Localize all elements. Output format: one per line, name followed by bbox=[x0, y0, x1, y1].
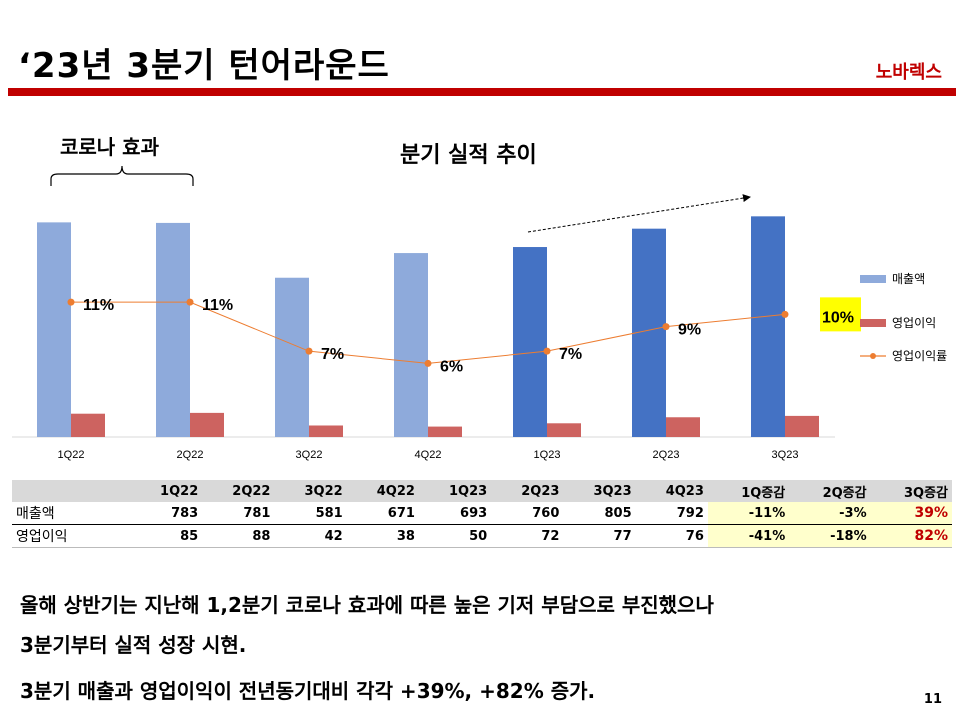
table-cell-change: -41% bbox=[707, 524, 790, 548]
summary-note-1: 올해 상반기는 지난해 1,2분기 코로나 효과에 따른 높은 기저 부담으로 … bbox=[20, 593, 714, 617]
legend-label-op-margin: 영업이익률 bbox=[892, 349, 948, 363]
table-cell: 76 bbox=[635, 524, 708, 548]
op-margin-highlight bbox=[820, 297, 861, 332]
table-cell: 85 bbox=[130, 524, 203, 548]
page-number: 11 bbox=[923, 692, 942, 707]
table-cell-change-highlight: 39% bbox=[870, 502, 952, 525]
brand-logo-text: 노바렉스 bbox=[875, 62, 942, 83]
title-divider bbox=[8, 88, 956, 96]
op-margin-data-label: 6% bbox=[440, 358, 463, 375]
table-row: 영업이익 85 88 42 38 50 72 77 76 -41% -18% 8… bbox=[12, 524, 952, 548]
op-margin-point bbox=[662, 323, 670, 331]
table-cell-change: -11% bbox=[707, 502, 790, 525]
op-profit-bar bbox=[309, 425, 343, 437]
table-header-cell: 4Q22 bbox=[346, 480, 419, 502]
quarterly-chart: 1Q22 2Q22 3Q22 4Q22 1Q23 2Q23 3Q23 11% 11% 7% 6% 7%… bbox=[12, 194, 861, 461]
revenue-bar bbox=[275, 277, 309, 437]
performance-table: 1Q22 2Q22 3Q22 4Q22 1Q23 2Q23 3Q23 4Q23 … bbox=[12, 480, 952, 548]
covid-effect-label: 코로나 효과 bbox=[60, 135, 159, 159]
op-profit-bar bbox=[71, 413, 105, 437]
table-header-cell: 4Q23 bbox=[635, 480, 708, 502]
table-cell-change: -3% bbox=[789, 502, 871, 525]
page-title: ‘23년 3분기 턴어라운드 bbox=[18, 46, 390, 86]
legend-swatch-op-profit bbox=[860, 318, 886, 327]
chart-title: 분기 실적 추이 bbox=[400, 143, 537, 168]
table-cell: 783 bbox=[130, 502, 203, 525]
legend-swatch-op-margin bbox=[860, 352, 886, 359]
op-margin-data-label: 9% bbox=[678, 322, 701, 339]
table-header-cell: 1Q23 bbox=[418, 480, 492, 502]
op-margin-data-label: 7% bbox=[321, 346, 344, 363]
table-header-cell: 3Q23 bbox=[563, 480, 636, 502]
table-cell: 792 bbox=[635, 502, 708, 525]
legend-swatch-revenue bbox=[860, 274, 886, 283]
legend-item-op-profit: 영업이익 bbox=[860, 314, 936, 331]
covid-bracket bbox=[50, 165, 194, 186]
trend-arrow bbox=[527, 194, 751, 233]
table-cell: 72 bbox=[491, 524, 564, 548]
table-header-row: 1Q22 2Q22 3Q22 4Q22 1Q23 2Q23 3Q23 4Q23 … bbox=[12, 480, 952, 502]
op-margin-point bbox=[781, 310, 789, 318]
legend-label-op-profit: 영업이익 bbox=[892, 316, 937, 330]
op-margin-data-label: 10% bbox=[822, 309, 854, 326]
table-cell: 88 bbox=[202, 524, 275, 548]
op-margin-point bbox=[543, 347, 551, 355]
x-tick-label: 3Q23 bbox=[772, 449, 799, 461]
op-margin-data-label: 11% bbox=[202, 297, 233, 314]
legend-item-op-margin: 영업이익률 bbox=[860, 347, 947, 364]
table-header-cell: 2Q22 bbox=[202, 480, 275, 502]
revenue-bar bbox=[37, 222, 71, 437]
table-cell: 805 bbox=[563, 502, 636, 525]
op-profit-bar bbox=[785, 415, 819, 437]
table-cell: 38 bbox=[346, 524, 419, 548]
op-margin-point bbox=[305, 347, 313, 355]
op-profit-bar bbox=[428, 426, 462, 437]
x-tick-label: 1Q23 bbox=[534, 449, 561, 461]
x-tick-label: 2Q23 bbox=[653, 449, 680, 461]
revenue-bar bbox=[513, 247, 547, 437]
table-cell: 50 bbox=[418, 524, 492, 548]
table-cell-change: -18% bbox=[789, 524, 871, 548]
legend-item-revenue: 매출액 bbox=[860, 270, 925, 287]
table-header-cell: 2Q23 bbox=[491, 480, 564, 502]
table-header-cell: 3Q22 bbox=[274, 480, 347, 502]
table-cell: 671 bbox=[346, 502, 419, 525]
op-margin-data-label: 11% bbox=[83, 297, 114, 314]
table-header-cell: 2Q증감 bbox=[789, 480, 871, 502]
op-profit-bar bbox=[190, 412, 224, 437]
table-cell: 581 bbox=[274, 502, 347, 525]
row-label-op-profit: 영업이익 bbox=[12, 524, 130, 548]
revenue-bar bbox=[394, 253, 428, 437]
table-cell: 693 bbox=[418, 502, 492, 525]
op-profit-bar bbox=[547, 423, 581, 437]
table-header-cell: 3Q증감 bbox=[870, 480, 952, 502]
table-cell: 760 bbox=[491, 502, 564, 525]
table-cell-change-highlight: 82% bbox=[870, 524, 952, 548]
revenue-bar bbox=[156, 222, 190, 437]
x-tick-label: 1Q22 bbox=[58, 449, 85, 461]
summary-note-2: 3분기부터 실적 성장 시현. bbox=[20, 633, 247, 657]
x-tick-label: 2Q22 bbox=[177, 449, 204, 461]
op-margin-point bbox=[186, 298, 194, 306]
op-margin-point bbox=[67, 298, 75, 306]
summary-note-3: 3분기 매출과 영업이익이 전년동기대비 각각 +39%, +82% 증가. bbox=[20, 679, 596, 703]
table-header-cell bbox=[12, 480, 130, 502]
op-margin-data-label: 7% bbox=[559, 346, 582, 363]
x-tick-label: 4Q22 bbox=[415, 449, 442, 461]
op-margin-point bbox=[424, 359, 432, 367]
revenue-bar bbox=[751, 216, 785, 437]
table-row: 매출액 783 781 581 671 693 760 805 792 -11%… bbox=[12, 502, 952, 525]
op-profit-bar bbox=[666, 417, 700, 437]
row-label-revenue: 매출액 bbox=[12, 502, 130, 525]
table-cell: 77 bbox=[563, 524, 636, 548]
table-cell: 781 bbox=[202, 502, 275, 525]
table-cell: 42 bbox=[274, 524, 347, 548]
table-header-cell: 1Q증감 bbox=[707, 480, 790, 502]
x-tick-label: 3Q22 bbox=[296, 449, 323, 461]
table-header-cell: 1Q22 bbox=[130, 480, 203, 502]
legend-label-revenue: 매출액 bbox=[892, 272, 926, 286]
